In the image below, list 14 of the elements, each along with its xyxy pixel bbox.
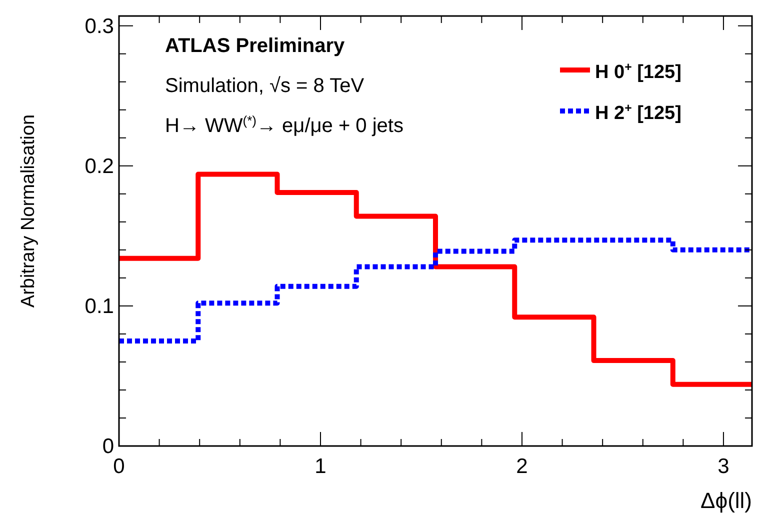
x-tick-label: 2 <box>516 455 528 478</box>
y-tick-label: 0.1 <box>84 294 114 318</box>
annotation: Simulation, √s = 8 TeV <box>165 75 365 97</box>
x-axis-title: Δϕ(ll) <box>700 488 752 513</box>
x-tick-label: 3 <box>718 455 730 478</box>
y-tick-label: 0.3 <box>84 14 114 38</box>
y-axis-title: Arbitrary Normalisation <box>18 114 39 308</box>
annotation: ATLAS Preliminary <box>165 35 346 57</box>
legend-label: H 0$^{+}$ [125] <box>595 60 682 83</box>
y-tick-label: 0 <box>102 435 114 458</box>
x-tick-label: 1 <box>314 455 326 478</box>
annotation: H→ WW$^{(*)}$→ eμ/μe + 0 jets <box>165 112 404 137</box>
y-tick-label: 0.2 <box>84 154 114 178</box>
legend-label: H 2$^{+}$ [125] <box>595 101 682 124</box>
